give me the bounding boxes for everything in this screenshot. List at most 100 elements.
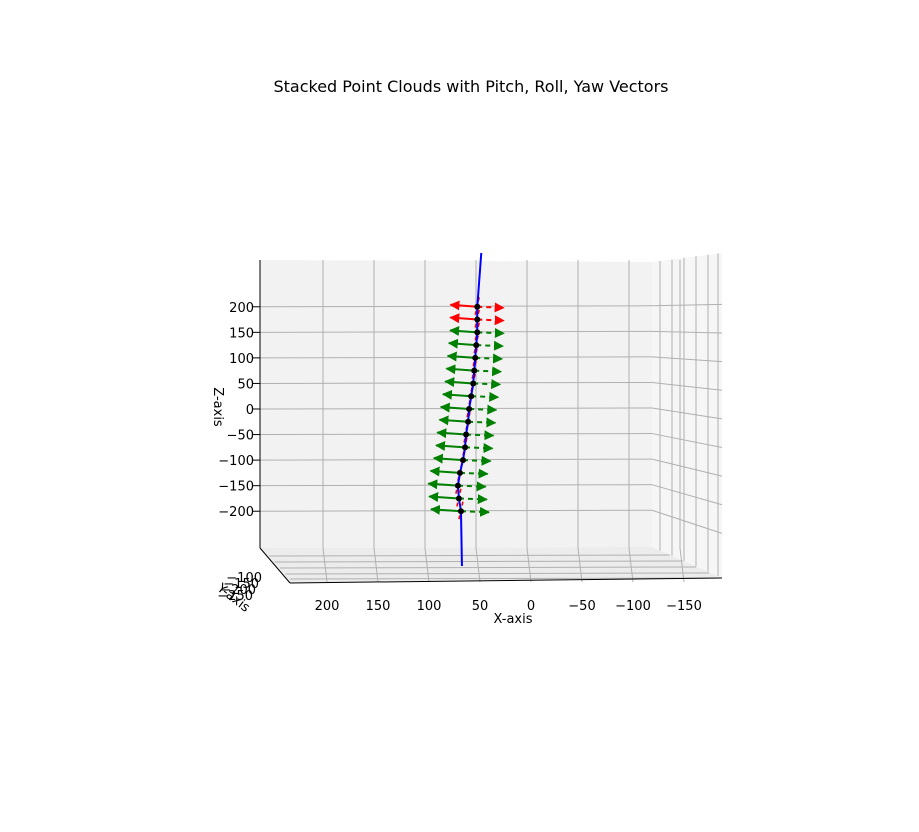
z-tick-label: 200 [229, 301, 254, 316]
centroid-point [472, 354, 479, 361]
z-gridline-side [651, 356, 723, 363]
z-tick-label: 0 [246, 403, 254, 418]
centroid-point [455, 495, 462, 502]
roll-vector [473, 379, 502, 390]
pitch-vector [435, 440, 466, 451]
x-tick-label: 100 [417, 599, 442, 614]
x-gridline-floor [628, 547, 634, 583]
z-gridline-side [651, 381, 723, 391]
centroid-point [466, 406, 473, 412]
pitch-vector [438, 415, 469, 426]
x-tick-label: 0 [527, 599, 535, 614]
pitch-vector [429, 504, 462, 515]
z-tick-label: 100 [229, 352, 254, 367]
roll-vector [474, 366, 503, 377]
x-tick-label: −50 [568, 599, 595, 614]
pitch-vector [447, 338, 477, 349]
x-tick-label: 150 [366, 599, 391, 614]
centroid-point [465, 418, 472, 425]
roll-vector [459, 468, 489, 479]
pitch-vector [449, 313, 478, 324]
y-gridline-floor [285, 572, 710, 575]
centroid-point [454, 482, 461, 489]
axis-lines [252, 260, 723, 584]
roll-vector [458, 494, 488, 505]
pitch-vector [439, 402, 470, 413]
floor-pane [260, 547, 722, 583]
pitch-vector [446, 351, 476, 362]
z-gridline-side [651, 484, 723, 506]
x-gridline-floor [373, 547, 379, 583]
centroid-point [473, 342, 480, 349]
centroid-point [460, 457, 466, 464]
centroid-point [462, 444, 469, 451]
z-tick-label: −200 [218, 505, 254, 520]
y-tick-label: −200 [220, 583, 256, 598]
pitch-vector [441, 389, 472, 400]
pitch-vector [436, 428, 467, 439]
pitch-vector [427, 479, 458, 490]
z-gridline-side [651, 509, 723, 534]
centroid-point [474, 303, 481, 310]
z-gridline-side [651, 407, 723, 420]
centroid-point [463, 431, 470, 438]
chart-title: Stacked Point Clouds with Pitch, Roll, Y… [273, 77, 668, 96]
roll-vector [457, 481, 487, 492]
y-tick-label: −250 [217, 589, 253, 604]
centroid-point [471, 367, 478, 374]
x-tick-label: 50 [472, 599, 489, 614]
pitch-vector [429, 466, 461, 477]
centroid-point [456, 469, 463, 476]
x-axis-label: X-axis [494, 612, 533, 627]
pitch-vector [444, 377, 474, 388]
z-gridline-side [651, 303, 723, 307]
x-gridline-floor [475, 547, 481, 583]
pitch-vector [445, 364, 475, 375]
y-tick-label: −150 [223, 577, 259, 592]
y-gridline-floor [269, 554, 670, 557]
centroid-point [474, 316, 481, 323]
roll-vector [475, 353, 504, 364]
pitch-vector [449, 300, 478, 311]
y-axis-line [259, 547, 291, 584]
pitch-vector [449, 326, 478, 336]
z-tick-label: −50 [227, 429, 254, 444]
x-axis-line [289, 577, 723, 584]
y-gridline-floor [274, 560, 683, 563]
vector-field [427, 252, 505, 567]
roll-vector [465, 443, 494, 454]
x-gridline-floor [679, 547, 685, 583]
pitch-vector [428, 492, 459, 503]
z-tick-label: −150 [218, 480, 254, 495]
y-tick-label: −100 [226, 571, 262, 586]
x-tick-label: −150 [666, 599, 702, 614]
roll-vector [469, 404, 498, 415]
z-axis-label: Z-axis [210, 387, 225, 427]
roll-vector [477, 315, 505, 326]
x-gridline-floor [526, 547, 532, 583]
y-gridline-floor [279, 566, 697, 569]
x-gridline-floor [322, 547, 328, 583]
x-tick-label: −100 [615, 599, 651, 614]
centroid-point [474, 329, 481, 336]
z-tick-label: 50 [237, 377, 254, 392]
z-gridline-side [651, 330, 723, 334]
roll-vector [476, 340, 504, 351]
centroid-point [470, 380, 477, 387]
x-gridline-floor [577, 547, 583, 583]
side-pane [652, 253, 722, 578]
z-tick-label: −100 [218, 454, 254, 469]
z-gridline-side [651, 458, 723, 477]
back-pane [260, 260, 652, 548]
roll-vector [477, 302, 505, 313]
z-tick-label: 150 [229, 326, 254, 341]
roll-vector [460, 506, 490, 517]
z-gridline-side [651, 433, 723, 448]
roll-vector [466, 430, 495, 441]
x-tick-label: 200 [315, 599, 340, 614]
roll-vector [477, 327, 505, 338]
roll-vector [471, 391, 500, 402]
pitch-vector [432, 453, 464, 464]
